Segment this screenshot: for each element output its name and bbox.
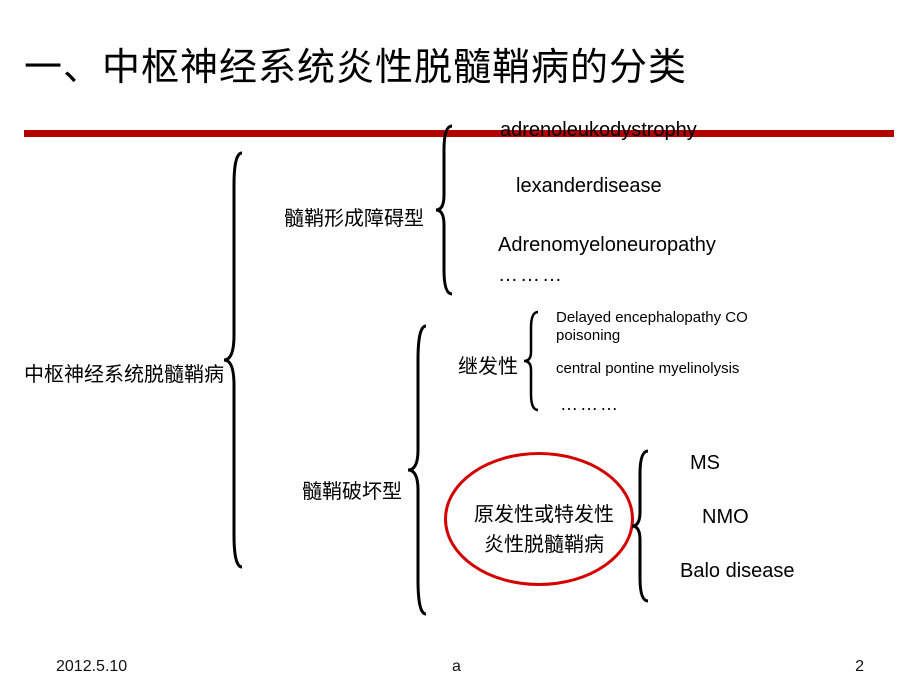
branch2-label: 髓鞘破坏型 [302,475,402,504]
branch1-ellipsis: ……… [498,264,564,287]
branch2-sub2-label-line2: 炎性脱髓鞘病 [484,528,604,557]
footer-mid: a [452,658,461,676]
branch2-sub2-item: MS [690,452,720,475]
brace-icon [224,145,280,575]
footer-page: 2 [855,658,864,676]
branch1-item: lexanderdisease [516,175,662,198]
branch2-sub2-item: NMO [702,506,749,529]
branch1-label: 髓鞘形成障碍型 [284,202,424,231]
branch2-sub1-item: central pontine myelinolysis [556,360,739,377]
branch1-item: adrenoleukodystrophy [500,119,697,142]
brace-icon [408,320,458,620]
root-node: 中枢神经系统脱髓鞘病 [24,358,224,387]
footer-date: 2012.5.10 [56,658,127,676]
branch2-sub2-item: Balo disease [680,560,795,583]
branch2-sub1-item: Delayed encephalopathy CO poisoning [556,309,806,345]
brace-icon [524,308,560,414]
branch2-sub2-label-line1: 原发性或特发性 [474,498,614,527]
brace-icon [632,446,672,606]
page-title: 一、中枢神经系统炎性脱髓鞘病的分类 [24,36,687,91]
brace-icon [436,120,482,300]
branch2-sub1-ellipsis: ……… [560,394,620,415]
branch2-sub1-label: 继发性 [458,350,518,379]
branch1-item: Adrenomyeloneuropathy [498,234,716,257]
